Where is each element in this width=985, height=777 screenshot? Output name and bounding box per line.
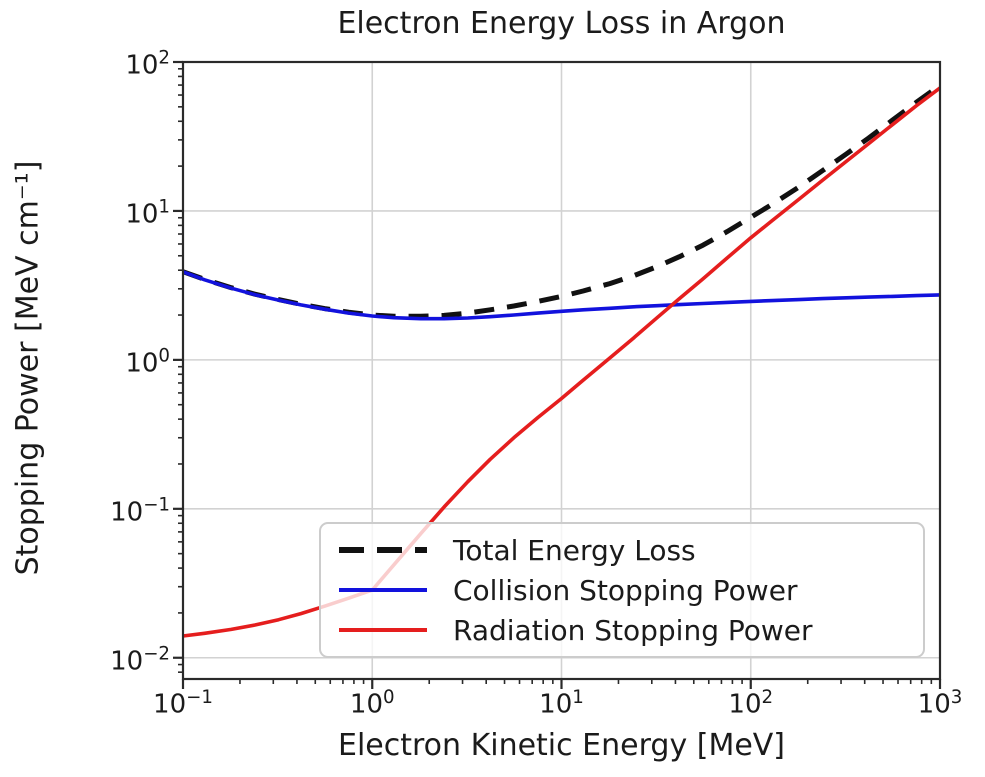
legend-item-collision: Collision Stopping Power [339, 574, 909, 607]
plot-border [181, 60, 942, 681]
y-tick-label: 101 [125, 196, 170, 230]
legend-sample-total-dashed-line [339, 547, 427, 553]
curve-radiation-stopping-power [182, 86, 942, 638]
x-tick-label: 101 [539, 687, 584, 720]
chart-title: Electron Energy Loss in Argon [337, 6, 786, 41]
x-tick-label: 100 [349, 687, 395, 720]
legend: Total Energy Loss Collision Stopping Pow… [319, 522, 925, 658]
legend-item-radiation: Radiation Stopping Power [339, 614, 909, 647]
y-tick-label: 10−2 [110, 643, 170, 677]
x-tick-label: 102 [728, 687, 774, 720]
legend-label-total: Total Energy Loss [453, 533, 696, 567]
y-axis-label: Stopping Power [MeV cm⁻¹] [10, 160, 46, 576]
x-tick-label: 103 [917, 687, 963, 720]
curve-total-energy-loss [182, 83, 942, 319]
legend-item-total: Total Energy Loss [339, 534, 909, 567]
x-tick-label: 10−1 [153, 687, 213, 720]
legend-sample-collision-line [339, 588, 427, 592]
legend-label-radiation: Radiation Stopping Power [453, 613, 813, 647]
y-tick-label: 102 [125, 47, 170, 81]
legend-label-collision: Collision Stopping Power [453, 573, 798, 607]
y-tick-label: 10−1 [110, 494, 170, 528]
legend-sample-radiation-line [339, 628, 427, 632]
curve-collision-stopping-power [182, 270, 941, 321]
x-axis-label: Electron Kinetic Energy [MeV] [337, 728, 786, 763]
y-tick-label: 100 [125, 345, 170, 379]
